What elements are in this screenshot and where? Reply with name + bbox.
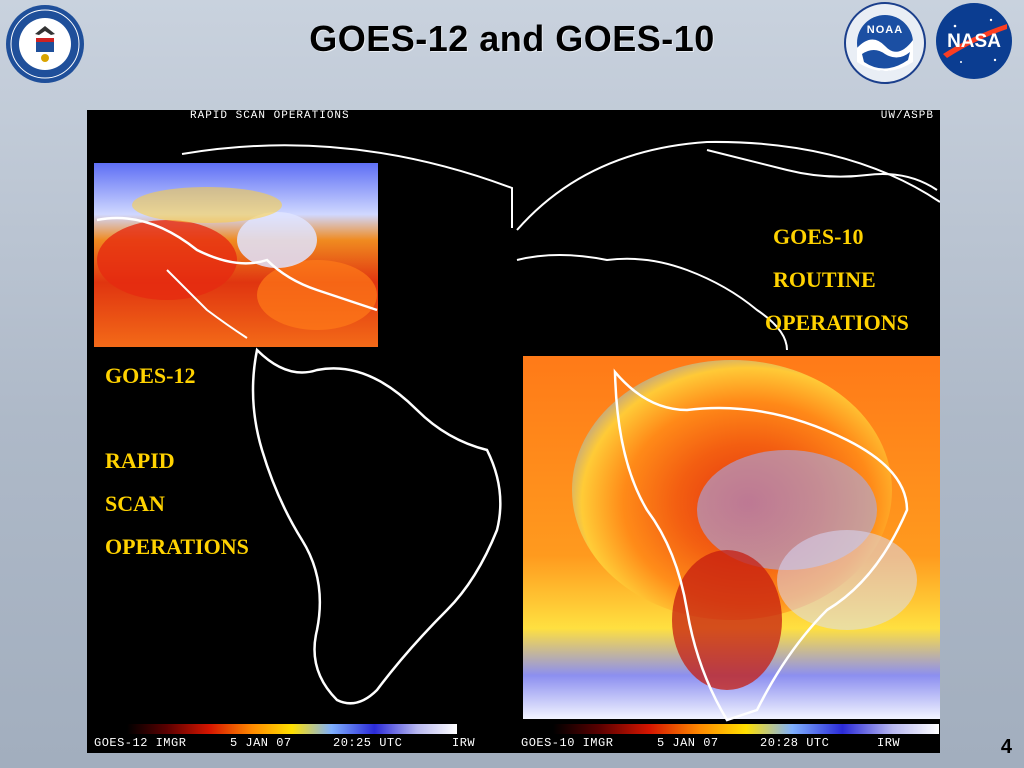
slide-title: GOES-12 and GOES-10 <box>309 18 715 59</box>
department-of-commerce-seal-icon <box>6 5 84 83</box>
nasa-logo-icon: NASA <box>935 2 1013 80</box>
satellite-composite-image <box>94 140 940 734</box>
goes12-footer-instrument: GOES-12 IMGR <box>94 736 187 750</box>
goes12-label: GOES-12 <box>105 363 196 388</box>
goes12-footer-date: 5 JAN 07 <box>230 736 292 750</box>
goes10-mode-line-2: OPERATIONS <box>765 310 909 335</box>
nasa-logo-text: NASA <box>947 31 1001 52</box>
goes12-footer-time: 20:25 UTC <box>333 736 403 750</box>
goes10-footer-time: 20:28 UTC <box>760 736 830 750</box>
goes12-mode-line-3: OPERATIONS <box>105 534 249 559</box>
noaa-logo-icon <box>844 2 926 84</box>
rapid-scan-header-label: RAPID SCAN OPERATIONS <box>190 110 350 122</box>
goes10-label: GOES-10 <box>773 224 864 249</box>
goes10-color-scale <box>553 724 939 734</box>
goes12-mode-line-2: SCAN <box>105 491 165 516</box>
goes12-color-scale <box>127 724 457 734</box>
goes12-sector-image <box>94 163 378 347</box>
page-number: 4 <box>1000 736 1012 758</box>
goes10-mode-line-1: ROUTINE <box>773 267 876 292</box>
noaa-logo-text: NOAA <box>866 24 904 36</box>
goes10-footer-channel: IRW <box>877 736 901 750</box>
goes10-sector-image <box>523 356 940 722</box>
goes10-footer-date: 5 JAN 07 <box>657 736 719 750</box>
satellite-image-panel: RAPID SCAN OPERATIONS UW/ASPB GOES-12 RA… <box>87 110 940 753</box>
goes12-mode-line-1: RAPID <box>105 448 175 473</box>
source-credit-label: UW/ASPB <box>880 110 934 122</box>
goes10-footer-instrument: GOES-10 IMGR <box>521 736 614 750</box>
south-america-outline <box>251 347 502 705</box>
goes12-footer-channel: IRW <box>452 736 476 750</box>
